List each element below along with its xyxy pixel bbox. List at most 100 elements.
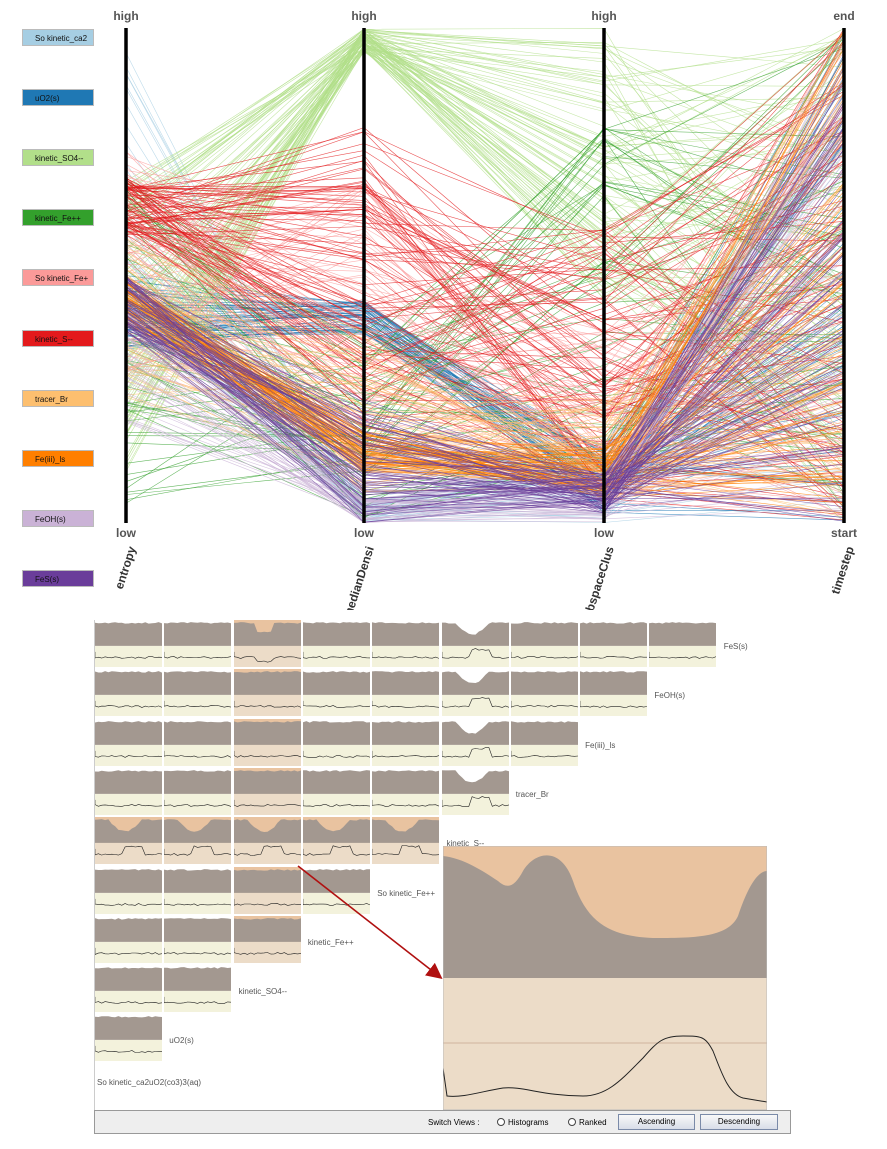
series-line xyxy=(125,144,845,461)
histogram-cell[interactable] xyxy=(164,620,232,667)
series-line xyxy=(125,292,845,510)
legend-item[interactable]: uO2(s) xyxy=(22,89,94,106)
histogram-cell[interactable] xyxy=(372,718,440,766)
histogram-cell[interactable] xyxy=(302,866,370,914)
histogram-cell[interactable] xyxy=(510,718,578,766)
series-line xyxy=(125,40,845,271)
histogram-cell[interactable] xyxy=(164,866,232,914)
histogram-cell[interactable] xyxy=(164,669,232,717)
histogram-cell[interactable] xyxy=(441,620,509,667)
histogram-cell[interactable] xyxy=(164,965,232,1013)
histogram-thumbnail xyxy=(372,620,440,667)
histogram-thumbnail xyxy=(95,817,162,865)
histogram-cell[interactable] xyxy=(95,817,162,865)
histogram-cell[interactable] xyxy=(302,620,370,667)
histogram-cell[interactable] xyxy=(95,965,162,1013)
legend-item[interactable]: kinetic_S-- xyxy=(22,330,94,347)
histogram-cell[interactable] xyxy=(233,915,301,963)
series-line xyxy=(125,281,845,486)
series-line xyxy=(125,106,845,504)
histogram-cell[interactable] xyxy=(164,817,232,865)
histogram-cell[interactable] xyxy=(95,669,162,717)
axis-name: timestep xyxy=(828,545,857,596)
histogram-cell[interactable] xyxy=(233,767,301,815)
histogram-cell[interactable] xyxy=(95,767,162,815)
axis-name: subspaceClus xyxy=(578,544,617,610)
legend-item[interactable]: So kinetic_Fe+ xyxy=(22,269,94,286)
histogram-cell[interactable] xyxy=(372,669,440,717)
histograms-radio[interactable] xyxy=(497,1118,505,1126)
histogram-cell[interactable] xyxy=(233,866,301,914)
histogram-thumbnail xyxy=(372,817,440,865)
series-line xyxy=(125,284,845,505)
axis-bottom-label: low xyxy=(354,526,375,540)
series-line xyxy=(125,131,845,341)
series-line xyxy=(125,380,845,444)
series-line xyxy=(125,288,845,496)
series-line xyxy=(125,82,845,488)
ascending-button[interactable]: Ascending xyxy=(618,1114,695,1130)
histogram-cell[interactable] xyxy=(95,1014,162,1062)
histogram-cell[interactable] xyxy=(302,767,370,815)
histogram-cell[interactable] xyxy=(233,620,301,667)
series-line xyxy=(125,317,845,484)
histogram-cell[interactable] xyxy=(164,915,232,963)
histogram-cell[interactable] xyxy=(233,669,301,717)
series-line xyxy=(125,177,845,487)
axis-top-label: end xyxy=(833,9,854,23)
histogram-thumbnail xyxy=(372,718,440,766)
series-line xyxy=(125,80,845,514)
series-line xyxy=(125,281,845,475)
histogram-cell[interactable] xyxy=(302,817,370,865)
histogram-thumbnail xyxy=(302,669,370,717)
series-line xyxy=(125,106,845,487)
histogram-cell[interactable] xyxy=(372,767,440,815)
series-line xyxy=(125,30,845,373)
series-line xyxy=(125,83,845,279)
histogram-thumbnail xyxy=(441,718,509,766)
histogram-cell[interactable] xyxy=(510,620,578,667)
matrix-row-label: So kinetic_ca2uO2(co3)3(aq) xyxy=(97,1077,202,1087)
legend-item[interactable]: tracer_Br xyxy=(22,390,94,407)
histograms-label: Histograms xyxy=(508,1118,549,1127)
histogram-cell[interactable] xyxy=(372,620,440,667)
series-line xyxy=(125,33,845,243)
legend-item[interactable]: FeOH(s) xyxy=(22,510,94,527)
legend-item[interactable]: So kinetic_ca2 xyxy=(22,29,94,46)
histogram-cell[interactable] xyxy=(95,866,162,914)
legend-item[interactable]: kinetic_SO4-- xyxy=(22,149,94,166)
legend-item[interactable]: Fe(iii)_ls xyxy=(22,450,94,467)
legend-item[interactable]: kinetic_Fe++ xyxy=(22,209,94,226)
series-line xyxy=(125,236,845,509)
histogram-cell[interactable] xyxy=(649,620,717,667)
legend-item[interactable]: FeS(s) xyxy=(22,570,94,587)
series-line xyxy=(125,321,845,516)
histogram-cell[interactable] xyxy=(164,718,232,766)
histogram-cell[interactable] xyxy=(580,669,648,717)
series-line xyxy=(125,127,845,334)
histogram-cell[interactable] xyxy=(164,767,232,815)
axis-top-label: high xyxy=(591,9,616,23)
histogram-cell[interactable] xyxy=(441,669,509,717)
series-line xyxy=(125,32,845,425)
switch-views-label: Switch Views : xyxy=(428,1118,480,1127)
histogram-cell[interactable] xyxy=(95,915,162,963)
ranked-radio[interactable] xyxy=(568,1118,576,1126)
histogram-cell[interactable] xyxy=(580,620,648,667)
histogram-cell[interactable] xyxy=(302,669,370,717)
histogram-cell[interactable] xyxy=(95,718,162,766)
series-line xyxy=(125,79,845,501)
histogram-thumbnail xyxy=(510,669,578,717)
histogram-cell[interactable] xyxy=(372,817,440,865)
series-line xyxy=(125,402,845,516)
series-line xyxy=(125,82,845,356)
histogram-cell[interactable] xyxy=(441,718,509,766)
histogram-cell[interactable] xyxy=(233,718,301,766)
histogram-cell[interactable] xyxy=(441,767,509,815)
histogram-cell[interactable] xyxy=(95,620,162,667)
histogram-cell[interactable] xyxy=(233,817,301,865)
histogram-cell[interactable] xyxy=(302,718,370,766)
series-line xyxy=(125,277,845,510)
histogram-cell[interactable] xyxy=(510,669,578,717)
descending-button[interactable]: Descending xyxy=(700,1114,778,1130)
